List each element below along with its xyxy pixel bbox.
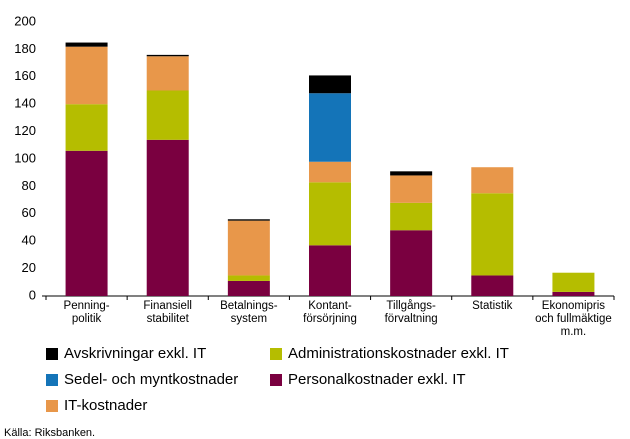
y-tick-label: 180 — [14, 41, 36, 56]
bar-segment — [390, 175, 433, 203]
x-tick-label: Statistik — [472, 300, 513, 312]
legend-swatch — [270, 374, 282, 386]
source: Källa: Riksbanken. — [4, 427, 95, 439]
y-tick-label: 40 — [22, 233, 36, 248]
y-tick-label: 120 — [14, 123, 36, 138]
bar-segment — [146, 56, 189, 91]
bar-segment — [146, 90, 189, 140]
legend-label: Avskrivningar exkl. IT — [64, 345, 206, 362]
bar-segment — [552, 272, 595, 292]
legend-swatch — [46, 400, 58, 412]
legend-label: IT-kostnader — [64, 397, 147, 414]
x-tick-label: Tillgångs- förvaltning — [384, 300, 438, 325]
y-tick-label: 20 — [22, 260, 36, 275]
bar-segment — [146, 54, 189, 57]
y-tick-label: 200 — [14, 13, 36, 28]
legend-swatch — [46, 374, 58, 386]
legend-label: Administrationskostnader exkl. IT — [288, 345, 509, 362]
bar-segment — [390, 171, 433, 176]
x-tick-label: Betalnings- system — [220, 300, 278, 325]
bar-segment — [65, 104, 108, 151]
legend-label: Sedel- och myntkostnader — [64, 371, 238, 388]
bar-segment — [227, 220, 270, 276]
y-tick-label: 0 — [29, 287, 36, 302]
bar-segment — [65, 150, 108, 296]
x-tick-label: Kontant- försörjning — [303, 300, 357, 325]
y-tick-label: 80 — [22, 178, 36, 193]
legend-label: Personalkostnader exkl. IT — [288, 371, 466, 388]
x-tick-label: Finansiell stabilitet — [143, 300, 192, 325]
legend-swatch — [270, 348, 282, 360]
bar-segment — [471, 167, 514, 194]
y-tick-label: 60 — [22, 205, 36, 220]
bar-segment — [227, 219, 270, 221]
bar-segment — [471, 193, 514, 276]
y-tick-label: 160 — [14, 68, 36, 83]
bar-segment — [309, 161, 351, 183]
bar-segment — [471, 275, 514, 296]
bar-segment — [309, 182, 351, 246]
y-tick-label: 140 — [14, 96, 36, 111]
bar-segment — [309, 93, 351, 162]
bar-segment — [390, 230, 433, 296]
x-tick-label: Ekonomipris och fullmäktige m.m. — [535, 300, 612, 338]
bar-segment — [227, 275, 270, 281]
bar-segment — [227, 280, 270, 296]
bar-segment — [146, 139, 189, 296]
bar-segment — [390, 202, 433, 231]
x-tick-label: Penning- politik — [63, 300, 110, 325]
bar-segment — [309, 75, 351, 94]
y-tick-label: 100 — [14, 150, 36, 165]
legend-swatch — [46, 348, 58, 360]
bar-segment — [65, 46, 108, 105]
bar-segment — [309, 245, 351, 296]
bar-segment — [65, 42, 108, 47]
bar-segment — [552, 291, 595, 296]
